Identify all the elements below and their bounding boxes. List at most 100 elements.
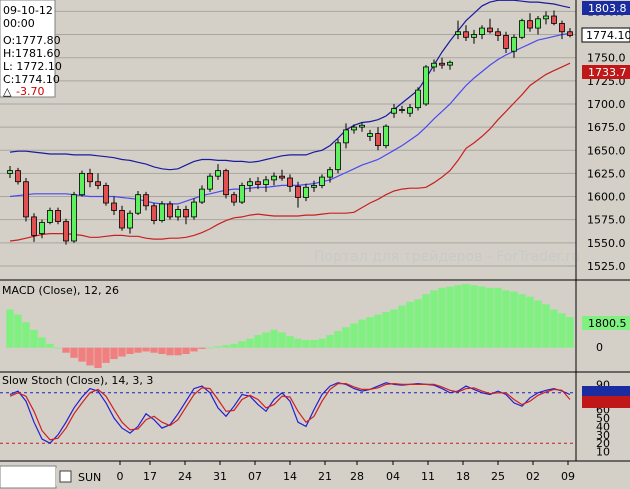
candle-body bbox=[239, 185, 245, 203]
candle-body bbox=[231, 194, 237, 203]
candle bbox=[175, 205, 181, 221]
candle-body bbox=[87, 172, 93, 183]
candle-body bbox=[543, 15, 549, 20]
macd-bar bbox=[134, 347, 142, 353]
candle bbox=[199, 185, 205, 204]
macd-bar bbox=[102, 347, 110, 363]
macd-bar bbox=[294, 338, 302, 348]
price-tick-label: 1525.0 bbox=[587, 260, 626, 273]
candle bbox=[407, 103, 413, 117]
candle bbox=[399, 105, 405, 114]
macd-bar bbox=[302, 340, 310, 348]
info-close: C:1774.10 bbox=[3, 73, 60, 86]
candle bbox=[431, 59, 437, 72]
macd-bar bbox=[430, 290, 438, 348]
macd-bar bbox=[190, 347, 198, 352]
macd-bar bbox=[126, 347, 134, 354]
macd-bar bbox=[62, 347, 70, 353]
sun-checkbox[interactable] bbox=[59, 470, 72, 483]
candle-body bbox=[295, 185, 301, 198]
candle-body bbox=[119, 210, 125, 229]
candle bbox=[167, 201, 173, 220]
x-tick-label: 21 bbox=[318, 470, 332, 483]
candle-body bbox=[55, 210, 61, 222]
candle-body bbox=[447, 61, 453, 66]
candle bbox=[191, 198, 197, 220]
lower-bollinger-band bbox=[9, 62, 571, 242]
candle bbox=[359, 122, 365, 132]
price-tick-label: 1550.0 bbox=[587, 237, 626, 250]
candle-body bbox=[415, 89, 421, 109]
macd-panel: MACD (Close), 12, 26 0 1800.5 bbox=[2, 284, 630, 368]
candle-body bbox=[383, 125, 389, 147]
macd-bar bbox=[510, 291, 518, 348]
macd-bar bbox=[414, 299, 422, 348]
candle-body bbox=[311, 185, 317, 188]
candle bbox=[7, 165, 13, 179]
candle bbox=[479, 25, 485, 40]
candle bbox=[559, 20, 565, 40]
candle-body bbox=[471, 34, 477, 38]
candle-body bbox=[343, 129, 349, 144]
candle-body bbox=[31, 216, 37, 236]
price-panel: Портал для трейдеров - ForTrader.ru bbox=[0, 0, 580, 267]
candle-body bbox=[207, 175, 213, 190]
macd-bar bbox=[222, 345, 230, 348]
info-high: H:1781.60 bbox=[3, 47, 60, 60]
sun-checkbox-area[interactable]: SUN bbox=[0, 465, 112, 489]
candle-body bbox=[191, 201, 197, 218]
candle-body bbox=[71, 194, 77, 242]
x-tick-label: 0 bbox=[117, 470, 124, 483]
candle-body bbox=[359, 124, 365, 128]
candle-body bbox=[535, 18, 541, 29]
candle-body bbox=[175, 209, 181, 218]
macd-bar bbox=[278, 332, 286, 348]
candle-body bbox=[287, 177, 293, 187]
x-tick-label: 18 bbox=[456, 470, 470, 483]
upper-bollinger-band bbox=[9, 0, 571, 171]
candle-body bbox=[559, 23, 565, 33]
stoch-d-line bbox=[9, 382, 571, 441]
candle-body bbox=[351, 126, 357, 131]
candle bbox=[335, 139, 341, 174]
candle bbox=[231, 191, 237, 206]
x-tick-label: 07 bbox=[248, 470, 262, 483]
macd-bar bbox=[382, 312, 390, 348]
candle-body bbox=[463, 31, 469, 38]
macd-bar bbox=[254, 334, 262, 348]
candle bbox=[351, 124, 357, 134]
price-tick-label: 1700.0 bbox=[587, 98, 626, 111]
candle-body bbox=[215, 170, 221, 177]
macd-bar bbox=[326, 334, 334, 348]
candle-body bbox=[23, 181, 29, 218]
candle-body bbox=[183, 209, 189, 218]
candle-body bbox=[263, 179, 269, 185]
candle-body bbox=[247, 181, 253, 186]
candle-body bbox=[375, 133, 381, 147]
x-tick-label: 14 bbox=[283, 470, 297, 483]
candle-body bbox=[95, 181, 101, 186]
macd-bar bbox=[30, 329, 38, 348]
candle-body bbox=[567, 31, 573, 36]
candle bbox=[63, 218, 69, 245]
candle bbox=[31, 213, 37, 242]
macd-bar bbox=[350, 323, 358, 348]
macd-bar bbox=[230, 343, 238, 348]
ohlc-info-box: 09-10-12 00:00 O:1777.80 H:1781.60 L: 17… bbox=[0, 0, 62, 98]
candle bbox=[15, 167, 21, 185]
macd-bar bbox=[198, 347, 206, 349]
x-tick-label: 09 bbox=[561, 470, 575, 483]
price-tick-label: 1675.0 bbox=[587, 121, 626, 134]
candle bbox=[71, 191, 77, 243]
candle-body bbox=[279, 175, 285, 179]
macd-bar bbox=[238, 341, 246, 348]
candle-body bbox=[223, 170, 229, 196]
macd-bar bbox=[166, 347, 174, 356]
macd-bar bbox=[270, 329, 278, 348]
candle bbox=[159, 201, 165, 223]
macd-bar bbox=[478, 286, 486, 348]
price-tick-label: 1650.0 bbox=[587, 144, 626, 157]
candle-body bbox=[367, 133, 373, 137]
macd-bar bbox=[182, 347, 190, 354]
